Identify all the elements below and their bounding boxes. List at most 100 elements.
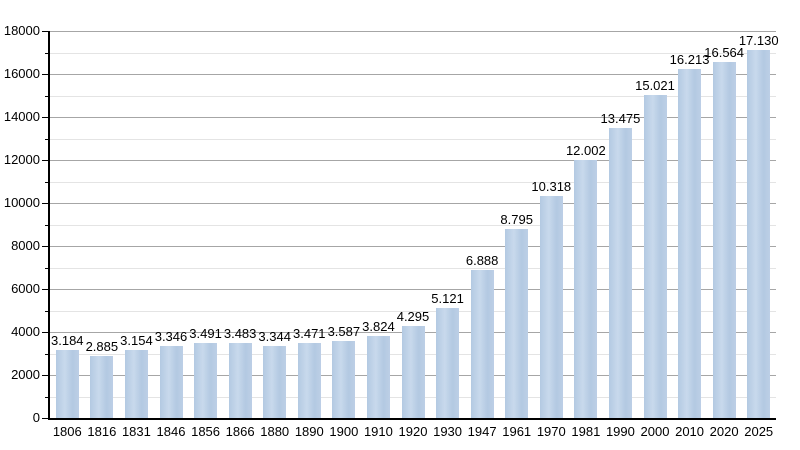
bar — [263, 346, 287, 418]
y-axis-major-tick — [42, 289, 50, 290]
x-axis-tick-label: 1846 — [156, 424, 186, 439]
minor-gridline — [50, 224, 776, 226]
bar-value-label: 6.888 — [465, 252, 499, 268]
x-axis-tick-label: 1920 — [398, 424, 428, 439]
y-axis-tick-label: 18000 — [3, 23, 40, 38]
bar — [55, 349, 79, 418]
y-axis-minor-tick — [45, 396, 50, 398]
bar-value-label: 3.471 — [293, 326, 326, 342]
minor-gridline — [50, 138, 776, 140]
major-gridline — [50, 74, 776, 75]
bar — [194, 342, 218, 418]
x-axis-tick-label: 1890 — [294, 424, 324, 439]
bar-value-label: 3.824 — [362, 318, 395, 334]
bar — [678, 69, 702, 418]
y-axis-tick-label: 2000 — [11, 367, 40, 382]
bar — [712, 61, 736, 418]
y-axis-major-tick — [42, 74, 50, 75]
bar — [228, 343, 252, 418]
y-axis-line — [48, 31, 50, 420]
y-axis-tick-label: 14000 — [3, 109, 40, 124]
minor-gridline — [50, 95, 776, 97]
bar — [159, 346, 183, 418]
minor-gridline — [50, 310, 776, 312]
x-axis-tick-label: 1806 — [52, 424, 82, 439]
y-axis-minor-tick — [45, 181, 50, 183]
x-axis-line — [48, 418, 776, 420]
bar-value-label: 3.184 — [51, 332, 84, 348]
y-axis-major-tick — [42, 160, 50, 161]
y-axis-minor-tick — [45, 353, 50, 355]
bar-value-label: 3.491 — [189, 325, 222, 341]
minor-gridline — [50, 267, 776, 269]
x-axis-tick-label: 1981 — [571, 424, 601, 439]
x-axis-tick-label: 1816 — [87, 424, 117, 439]
bar-value-label: 17.130 — [738, 32, 779, 48]
y-axis-tick-label: 10000 — [3, 195, 40, 210]
x-axis-tick-label: 1970 — [536, 424, 566, 439]
y-axis-tick-label: 6000 — [11, 281, 40, 296]
x-axis-tick-label: 1880 — [260, 424, 290, 439]
bar — [643, 95, 667, 418]
x-axis-tick-label: 1930 — [433, 424, 463, 439]
y-axis-minor-tick — [45, 52, 50, 54]
bar-value-label: 4.295 — [396, 308, 430, 324]
y-axis-major-tick — [42, 418, 50, 419]
y-axis-major-tick — [42, 375, 50, 376]
bar-value-label: 2.885 — [85, 338, 119, 354]
y-axis-minor-tick — [45, 267, 50, 269]
y-axis-tick-label: 0 — [32, 410, 40, 425]
major-gridline — [50, 160, 776, 161]
bar — [124, 350, 148, 418]
bar-value-label: 15.021 — [635, 78, 675, 94]
y-axis-major-tick — [42, 332, 50, 333]
bar-value-label: 13.475 — [600, 111, 641, 127]
x-axis-tick-label: 2010 — [675, 424, 705, 439]
major-gridline — [50, 31, 776, 32]
bar — [436, 307, 460, 418]
x-axis-tick-label: 1866 — [225, 424, 255, 439]
bar-value-label: 10.318 — [531, 179, 572, 195]
bar — [505, 228, 529, 418]
y-axis-tick-label: 16000 — [3, 66, 40, 81]
bar — [539, 196, 563, 418]
bar-value-label: 16.213 — [669, 52, 710, 68]
major-gridline — [50, 246, 776, 247]
bar — [747, 49, 771, 418]
minor-gridline — [50, 52, 776, 54]
bar — [366, 335, 390, 418]
bar — [574, 159, 598, 418]
bar-value-label: 3.344 — [258, 329, 291, 345]
x-axis-tick-label: 1990 — [605, 424, 635, 439]
x-axis-tick-label: 1947 — [467, 424, 497, 439]
y-axis-tick-label: 4000 — [11, 324, 40, 339]
bar-value-label: 8.795 — [500, 211, 533, 227]
bar — [90, 355, 114, 418]
y-axis-major-tick — [42, 31, 50, 32]
bar — [297, 343, 321, 418]
y-axis-minor-tick — [45, 95, 50, 97]
y-axis-minor-tick — [45, 224, 50, 226]
y-axis-tick-label: 8000 — [11, 238, 40, 253]
major-gridline — [50, 117, 776, 118]
x-axis-tick-label: 1910 — [363, 424, 393, 439]
bar-value-label: 16.564 — [704, 44, 745, 60]
x-axis-tick-label: 2020 — [709, 424, 739, 439]
bar — [470, 269, 494, 418]
minor-gridline — [50, 181, 776, 183]
x-axis-tick-label: 1856 — [191, 424, 221, 439]
y-axis-major-tick — [42, 117, 50, 118]
bar-value-label: 3.587 — [327, 323, 361, 339]
bar — [332, 340, 356, 418]
bar-value-label: 12.002 — [565, 142, 606, 158]
bar-value-label: 3.346 — [154, 329, 188, 345]
y-axis-major-tick — [42, 203, 50, 204]
bar-value-label: 3.154 — [120, 333, 153, 349]
y-axis-major-tick — [42, 246, 50, 247]
bar — [608, 128, 632, 418]
x-axis-tick-label: 1831 — [121, 424, 151, 439]
y-axis-tick-label: 12000 — [3, 152, 40, 167]
x-axis-tick-label: 2025 — [744, 424, 774, 439]
major-gridline — [50, 203, 776, 204]
